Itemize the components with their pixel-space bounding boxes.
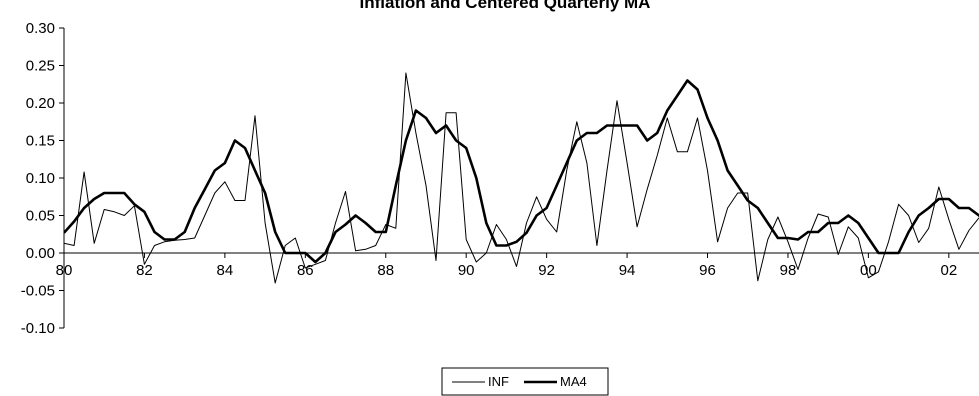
x-tick-label: 02 [940,262,957,279]
x-tick-label: 96 [699,262,716,279]
y-tick-label: 0.25 [26,58,55,75]
y-tick-label: 0.15 [26,133,55,150]
chart-title: Inflation and Centered Quarterly MA [360,0,651,12]
x-tick-label: 84 [217,262,234,279]
axes: -0.10 -0.05 0.00 0.05 0.10 0.15 0.20 0.25 0.30 80… [21,20,979,337]
y-tick-label: 0.00 [26,245,55,262]
legend-label-inf: INF [488,374,509,389]
y-tick-label: 0.10 [26,170,55,187]
x-tick-label: 82 [136,262,153,279]
x-tick-label: 94 [619,262,636,279]
x-tick-label: 86 [297,262,314,279]
x-tick-label: 80 [56,262,73,279]
legend-label-ma4: MA4 [560,374,587,389]
x-tick-label: 88 [377,262,394,279]
x-tick-label: 98 [780,262,797,279]
legend: INF MA4 [441,367,609,396]
y-tick-label: 0.30 [26,20,55,37]
series-line-ma4 [64,79,979,264]
y-tick-label: 0.20 [26,95,55,112]
series-lines [64,72,979,284]
x-tick-label: 92 [538,262,555,279]
y-tick-label: -0.05 [21,283,55,300]
x-tick-label: 90 [458,262,475,279]
y-tick-label: 0.05 [26,208,55,225]
series-line-inf [64,72,979,284]
y-tick-label: -0.10 [21,320,55,337]
